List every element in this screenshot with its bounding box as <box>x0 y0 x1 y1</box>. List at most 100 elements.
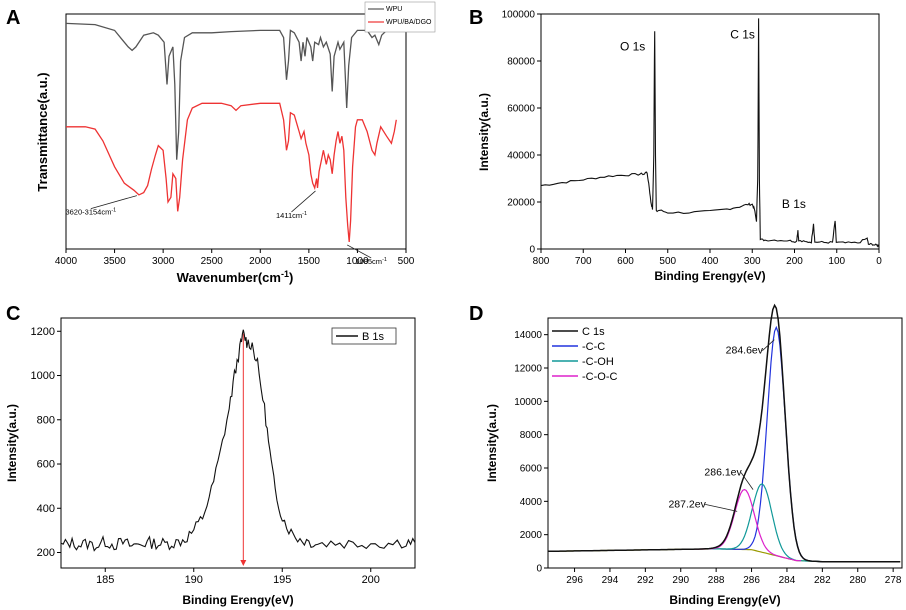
y-tick-label: 14000 <box>514 330 542 341</box>
x-tick-label: 800 <box>533 256 550 267</box>
annotation-arrow <box>346 244 372 259</box>
x-tick-label: 600 <box>617 256 634 267</box>
x-ticks-a: 4000 3500 3000 2500 2000 1500 1000 500 <box>55 249 415 267</box>
legend-label-wpu: WPU <box>386 6 402 13</box>
plot-frame-a <box>65 13 407 250</box>
series-line-wpu-ba-dgo <box>66 102 397 242</box>
x-tick-label: 200 <box>362 574 380 586</box>
x-tick-label: 100 <box>828 256 845 267</box>
x-tick-label: 190 <box>185 574 203 586</box>
series-c <box>60 329 416 566</box>
legend-label-c-c: -C-C <box>582 341 605 353</box>
legend-label-c-o-c: -C-O-C <box>582 371 617 383</box>
x-tick-label: 195 <box>273 574 291 586</box>
x-tick-label: 3000 <box>152 256 175 267</box>
y-tick-label: 60000 <box>507 104 535 115</box>
envelope-c1s-line <box>548 303 901 563</box>
legend-a: WPU WPU/BA/DGO <box>364 1 436 33</box>
fit-c-oh-line <box>707 483 819 563</box>
x-ticks-d: 296 294 292 290 288 286 284 282 280 278 <box>566 568 902 586</box>
y-tick-label: 8000 <box>520 430 543 441</box>
y-tick-label: 80000 <box>507 57 535 68</box>
x-tick-label: 200 <box>786 256 803 267</box>
peak-marker-arrow <box>240 560 247 566</box>
y-ticks-d: 0 2000 4000 6000 8000 10000 12000 14000 <box>514 330 548 575</box>
y-tick-label: 6000 <box>520 464 543 475</box>
y-tick-label: 600 <box>37 459 55 471</box>
x-tick-label: 300 <box>744 256 761 267</box>
x-tick-label: 290 <box>672 575 689 586</box>
legend-label-wpu-ba-dgo: WPU/BA/DGO <box>386 19 432 26</box>
y-tick-label: 100000 <box>502 10 536 21</box>
x-axis-label-d: Binding Erengy(eV) <box>669 593 780 607</box>
b1s-spectrum-line <box>60 329 416 552</box>
y-tick-label: 20000 <box>507 198 535 209</box>
x-tick-label: 1500 <box>298 256 321 267</box>
annotation-arrow <box>762 339 775 351</box>
y-tick-label: 1000 <box>31 370 55 382</box>
panel-label-b: B <box>469 7 483 29</box>
x-tick-label: 2500 <box>201 256 224 267</box>
y-tick-label: 200 <box>37 547 55 559</box>
y-tick-label: 0 <box>529 245 535 256</box>
panel-d: D 296 294 292 290 288 286 284 282 280 278 0 2000 40… <box>469 303 903 607</box>
panel-label-d: D <box>469 303 483 325</box>
legend-label-c-oh: -C-OH <box>582 356 614 368</box>
panel-label-c: C <box>6 303 20 325</box>
annotation-label: 287.2ev <box>668 498 706 510</box>
legend-box-a <box>364 1 436 33</box>
legend-label-b1s: B 1s <box>362 331 385 343</box>
x-tick-label: 4000 <box>55 256 78 267</box>
series-line-wpu <box>65 22 397 160</box>
legend-box-c <box>331 327 397 345</box>
panel-a: A 4000 3500 3000 2500 2000 1500 1000 500 3620-3… <box>6 1 436 285</box>
legend-label-c1s: C 1s <box>582 326 605 338</box>
x-axis-label-a: Wavenumber(cm-1) <box>177 269 294 285</box>
x-tick-label: 2000 <box>249 256 272 267</box>
y-tick-label: 1200 <box>31 326 55 338</box>
series-d <box>548 303 901 563</box>
x-tick-label: 286 <box>743 575 760 586</box>
x-axis-label-c: Binding Erengy(eV) <box>182 593 293 607</box>
plot-frame-c <box>60 317 416 569</box>
y-tick-label: 400 <box>37 503 55 515</box>
x-tick-label: 700 <box>575 256 592 267</box>
annotations-d: 284.6ev 286.1ev 287.2ev <box>668 339 775 512</box>
peak-label: B 1s <box>782 197 806 211</box>
annotation-label: 1411cm-1 <box>276 211 307 220</box>
annotation-label: 286.1ev <box>704 467 742 479</box>
panel-label-a: A <box>6 7 20 29</box>
x-tick-label: 278 <box>885 575 902 586</box>
x-axis-label-b: Binding Erengy(eV) <box>654 269 765 283</box>
xps-survey-line <box>540 18 880 248</box>
annotation-label: 1085cm-1 <box>355 257 387 266</box>
annotation-label: 3620-3154cm-1 <box>65 208 116 217</box>
y-tick-label: 12000 <box>514 364 542 375</box>
y-ticks-b: 0 20000 40000 60000 80000 100000 <box>502 10 541 256</box>
annotations-b: O 1s C 1s B 1s <box>620 28 806 211</box>
y-axis-label-b: Intensity(a.u.) <box>477 93 491 171</box>
annotations-a: 3620-3154cm-1 1411cm-1 1085cm-1 <box>65 190 387 266</box>
peak-label: O 1s <box>620 39 645 53</box>
x-tick-label: 296 <box>566 575 583 586</box>
plot-frame-d <box>547 317 903 569</box>
x-tick-label: 3500 <box>103 256 126 267</box>
y-tick-label: 10000 <box>514 397 542 408</box>
annotation-arrow <box>90 195 137 209</box>
y-axis-label-a: Transmittance(a.u.) <box>35 72 50 191</box>
y-tick-label: 2000 <box>520 530 543 541</box>
y-axis-label-c: Intensity(a.u.) <box>5 404 19 482</box>
annotation-arrow <box>705 503 738 512</box>
legend-d: C 1s -C-C -C-OH -C-O-C <box>552 326 617 383</box>
x-tick-label: 288 <box>708 575 725 586</box>
annotation-label: 284.6ev <box>726 345 764 357</box>
annotation-arrow <box>291 190 316 213</box>
y-tick-label: 800 <box>37 414 55 426</box>
series-b <box>540 18 880 248</box>
x-tick-label: 294 <box>602 575 619 586</box>
annotation-arrow <box>740 472 754 490</box>
panel-b: B 800 700 600 500 400 300 200 100 0 0 20000 40000 6… <box>469 7 882 283</box>
panel-c: C 185 190 195 200 200 400 600 800 1000 1200 Bind… <box>5 303 416 607</box>
peak-label: C 1s <box>730 28 755 42</box>
